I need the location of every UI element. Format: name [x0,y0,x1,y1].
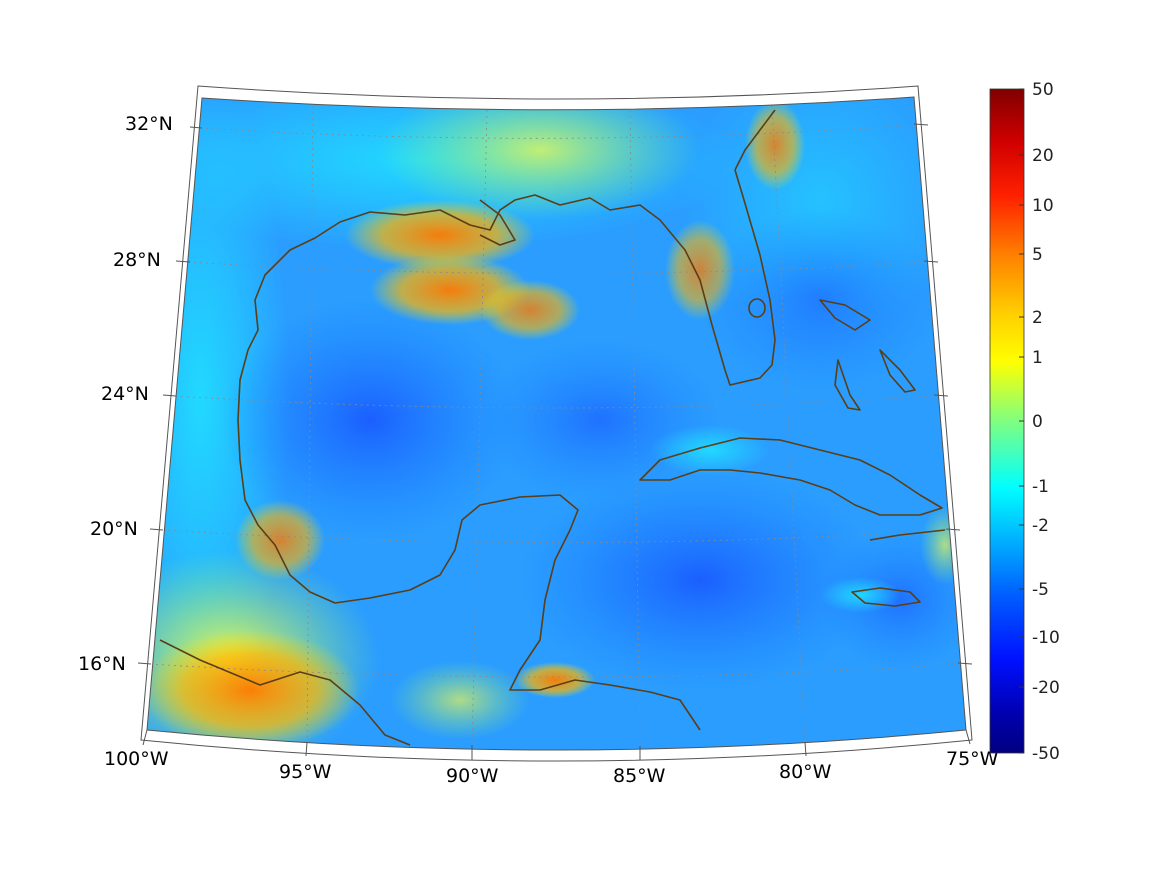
colorbar-tick-label: -1 [1032,477,1049,497]
lon-tick-label: 100°W [104,748,169,770]
colorbar-tick-label: 50 [1032,80,1054,100]
lat-tick-label: 16°N [78,653,126,675]
coastline-florida-east [734,109,776,171]
lat-tick-label: 32°N [125,113,173,135]
colorbar-tick-label: 10 [1032,196,1054,216]
colorbar-tick-label: -20 [1032,678,1060,698]
colorbar-tick-label: 20 [1032,146,1054,166]
coastline-bahamas [819,299,871,331]
lon-tick-label: 95°W [279,761,332,783]
lat-tick-label: 24°N [101,383,149,405]
coastline-hispaniola [869,529,946,541]
map-frame [137,85,973,762]
colorbar-tick-label: -10 [1032,628,1060,648]
graticule [149,99,961,746]
anomaly-field [147,97,966,750]
colorbar-tick-label: -5 [1032,580,1049,600]
lon-tick-label: 85°W [613,765,666,787]
lat-tick-label: 20°N [90,518,138,540]
colorbar-tick-label: 1 [1032,348,1043,368]
coastline-cuba [639,437,943,516]
coastline-jamaica [851,587,921,607]
colorbar: 50 20 10 5 2 1 0 -1 -2 -5 -10 -20 -50 [989,80,1060,764]
lat-tick-label: 28°N [113,249,161,271]
colorbar-gradient [989,88,1025,754]
colorbar-tick-label: -50 [1032,744,1060,764]
coastline-gulf [237,169,776,731]
colorbar-tick-label: 0 [1032,412,1043,432]
coastline-central-america [159,639,411,746]
lon-tick-label: 80°W [779,761,832,783]
lon-tick-label: 75°W [946,748,999,770]
lon-tick-label: 90°W [446,765,499,787]
colorbar-tick-label: -2 [1032,516,1049,536]
colorbar-tick-label: 2 [1032,308,1043,328]
coastlines [159,109,946,746]
colorbar-tick-label: 5 [1032,245,1043,265]
